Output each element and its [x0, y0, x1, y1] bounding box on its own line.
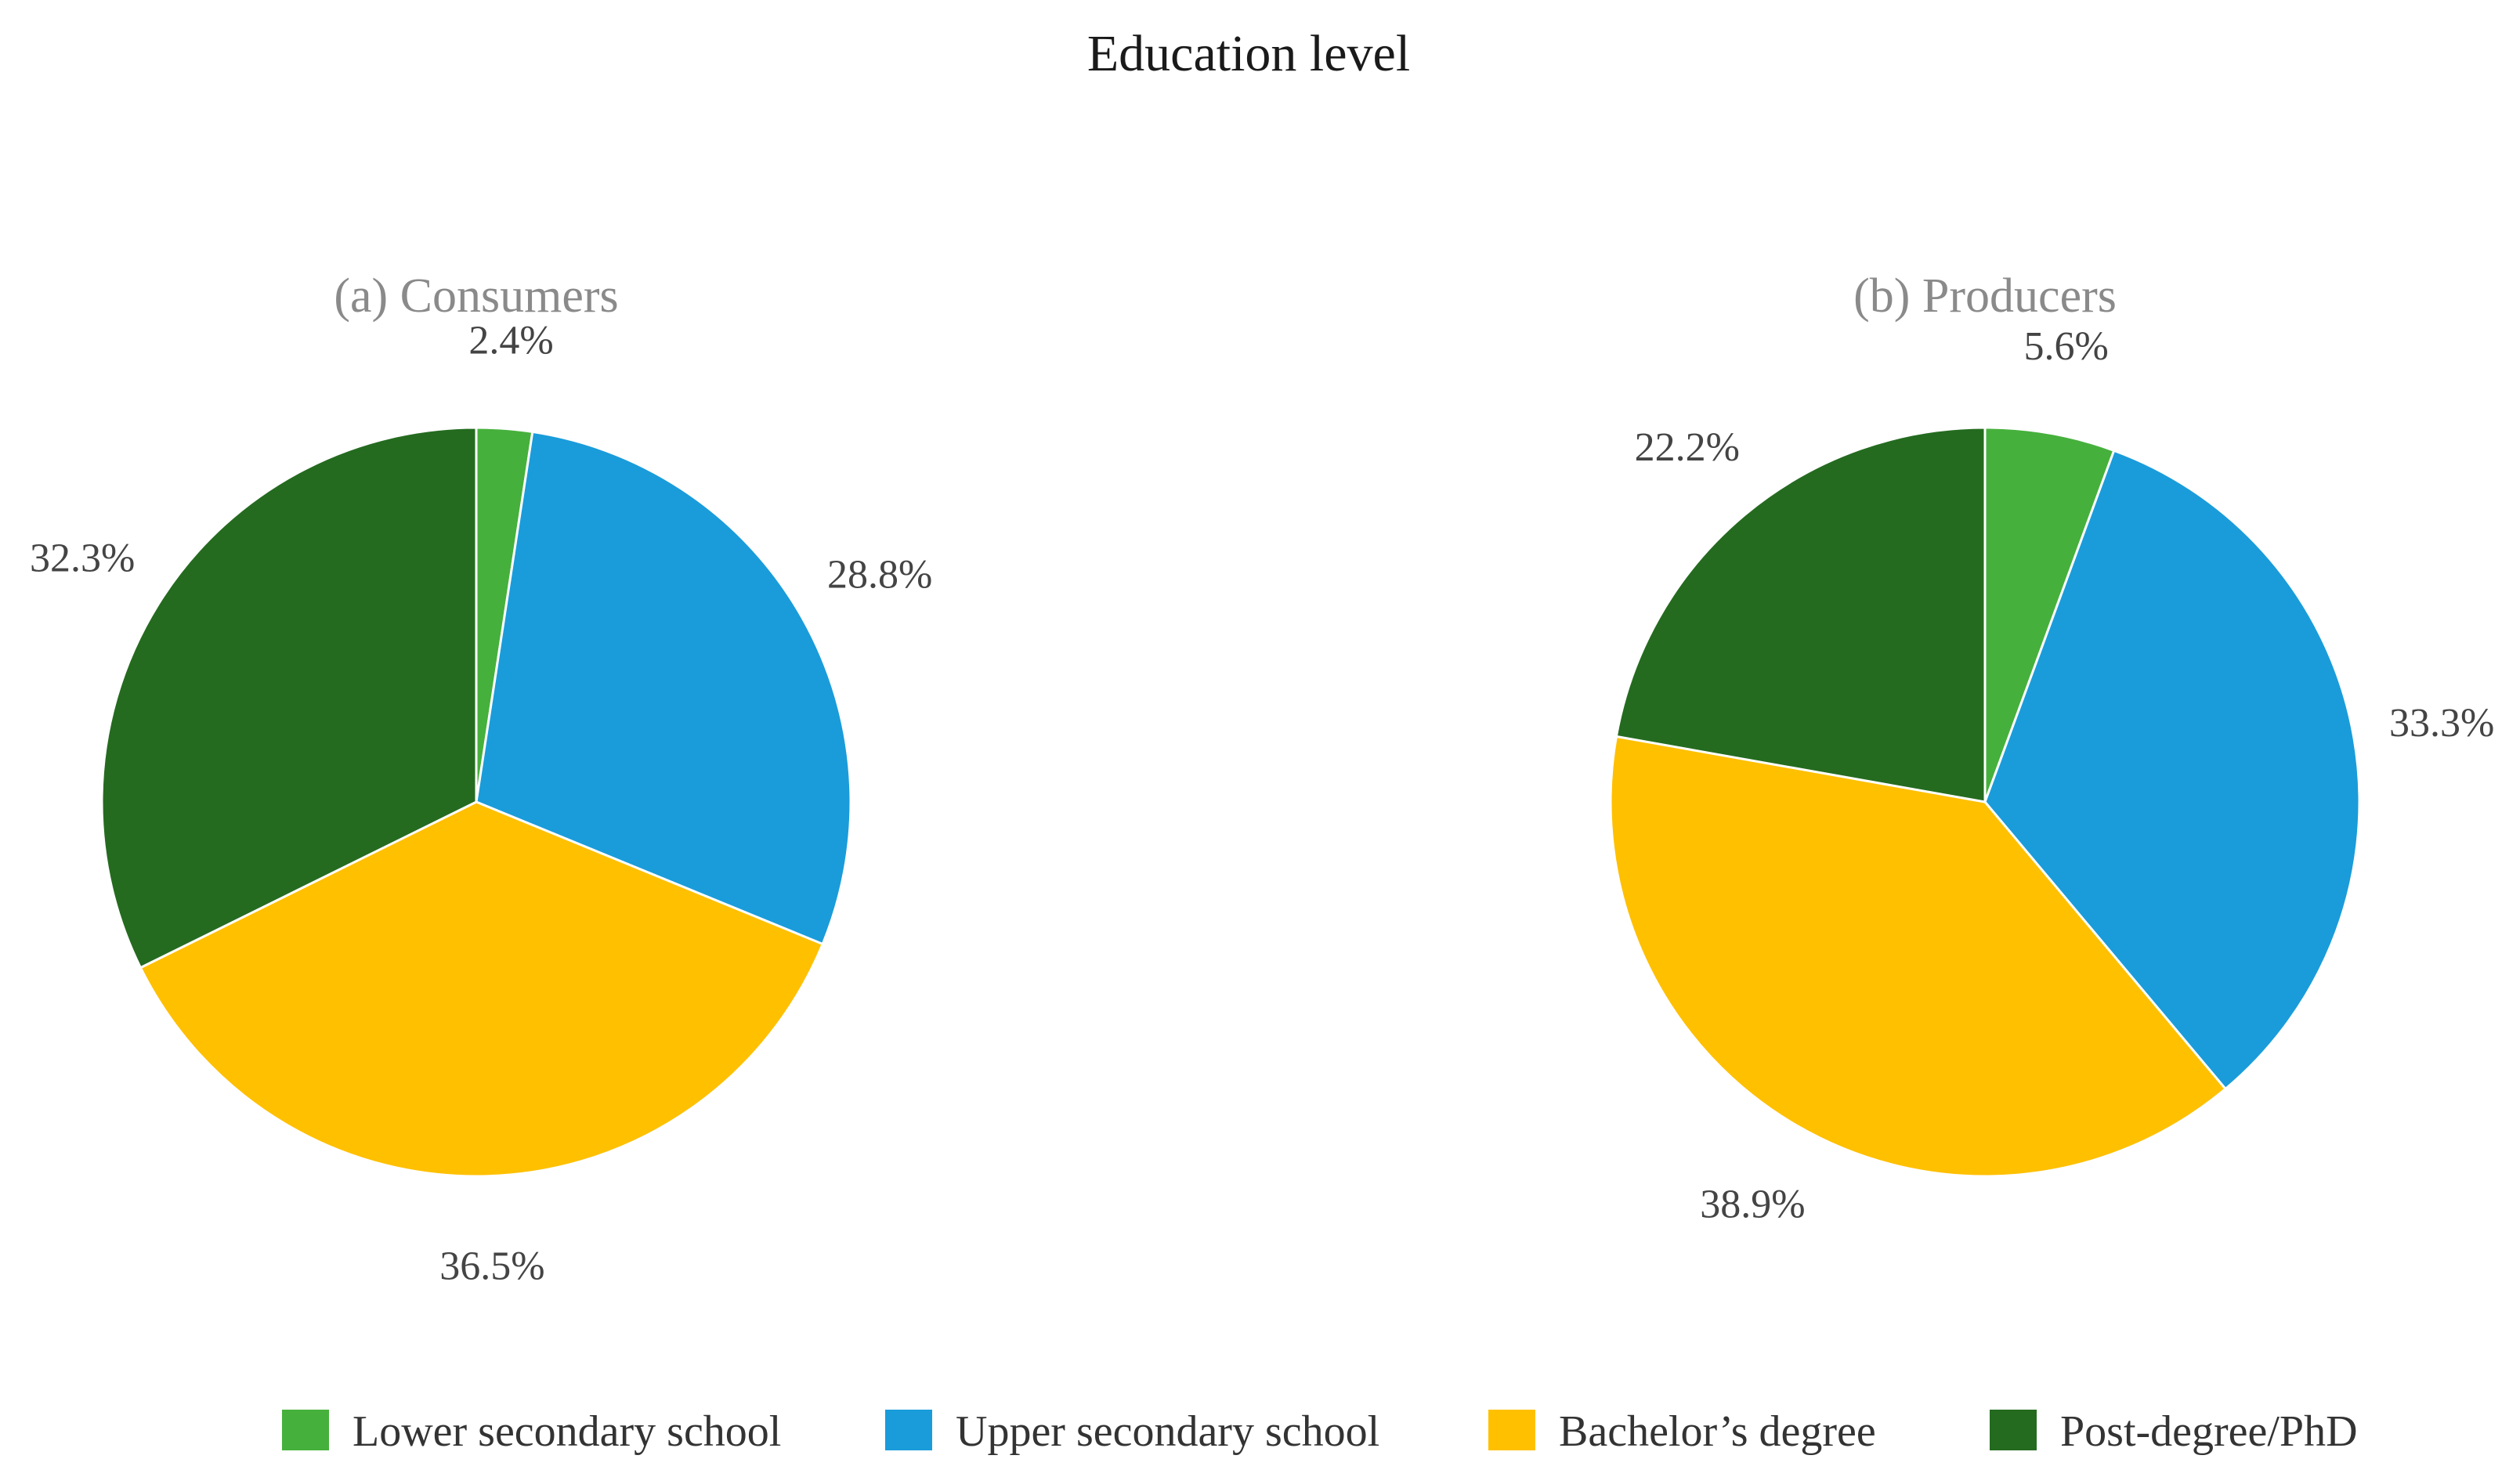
consumers-label-post-degree: 32.3%	[30, 536, 135, 581]
legend-swatch-post-degree	[1990, 1410, 2037, 1450]
legend-label-lower-secondary: Lower secondary school	[353, 1407, 781, 1456]
consumers-slice-upper-secondary	[475, 430, 852, 946]
legend-label-bachelors: Bachelor’s degree	[1559, 1407, 1876, 1456]
legend-swatch-bachelors	[1488, 1410, 1535, 1450]
consumers-slice-post-degree	[100, 426, 478, 970]
consumers-label-bachelors: 36.5%	[439, 1244, 544, 1289]
consumers-label-lower-secondary: 2.4%	[468, 319, 553, 363]
consumers-pie-subtitle: (a) Consumers	[334, 269, 618, 323]
legend-item-post-degree: Post-degree/PhD	[1990, 1407, 2358, 1456]
legend-label-post-degree: Post-degree/PhD	[2060, 1407, 2358, 1456]
legend-swatch-lower-secondary	[282, 1410, 329, 1450]
producers-slice-post-degree	[1614, 426, 1987, 804]
consumers-pie-chart: 2.4% 28.8% 36.5% 32.3%	[30, 319, 932, 1289]
legend-item-lower-secondary: Lower secondary school	[282, 1407, 781, 1456]
legend-item-upper-secondary: Upper secondary school	[885, 1407, 1379, 1456]
producers-slice-upper-secondary	[1983, 449, 2361, 1091]
legend-item-bachelors: Bachelor’s degree	[1488, 1407, 1876, 1456]
figure-title: Education level	[1087, 25, 1410, 82]
producers-pie-subtitle: (b) Producers	[1853, 269, 2117, 323]
consumers-slice-bachelors	[139, 800, 825, 1178]
legend-label-upper-secondary: Upper secondary school	[956, 1407, 1379, 1456]
producers-label-upper-secondary: 33.3%	[2389, 701, 2494, 746]
producers-pie-chart: 5.6% 33.3% 38.9% 22.2%	[1609, 324, 2494, 1226]
producers-label-lower-secondary: 5.6%	[2023, 324, 2108, 369]
producers-slice-bachelors	[1609, 735, 2228, 1178]
producers-label-bachelors: 38.9%	[1700, 1182, 1805, 1226]
producers-label-post-degree: 22.2%	[1635, 425, 1740, 470]
producers-slice-lower-secondary	[1983, 426, 2116, 803]
legend-swatch-upper-secondary	[885, 1410, 932, 1450]
legend: Lower secondary school Upper secondary s…	[282, 1407, 2358, 1456]
consumers-label-upper-secondary: 28.8%	[827, 552, 932, 597]
